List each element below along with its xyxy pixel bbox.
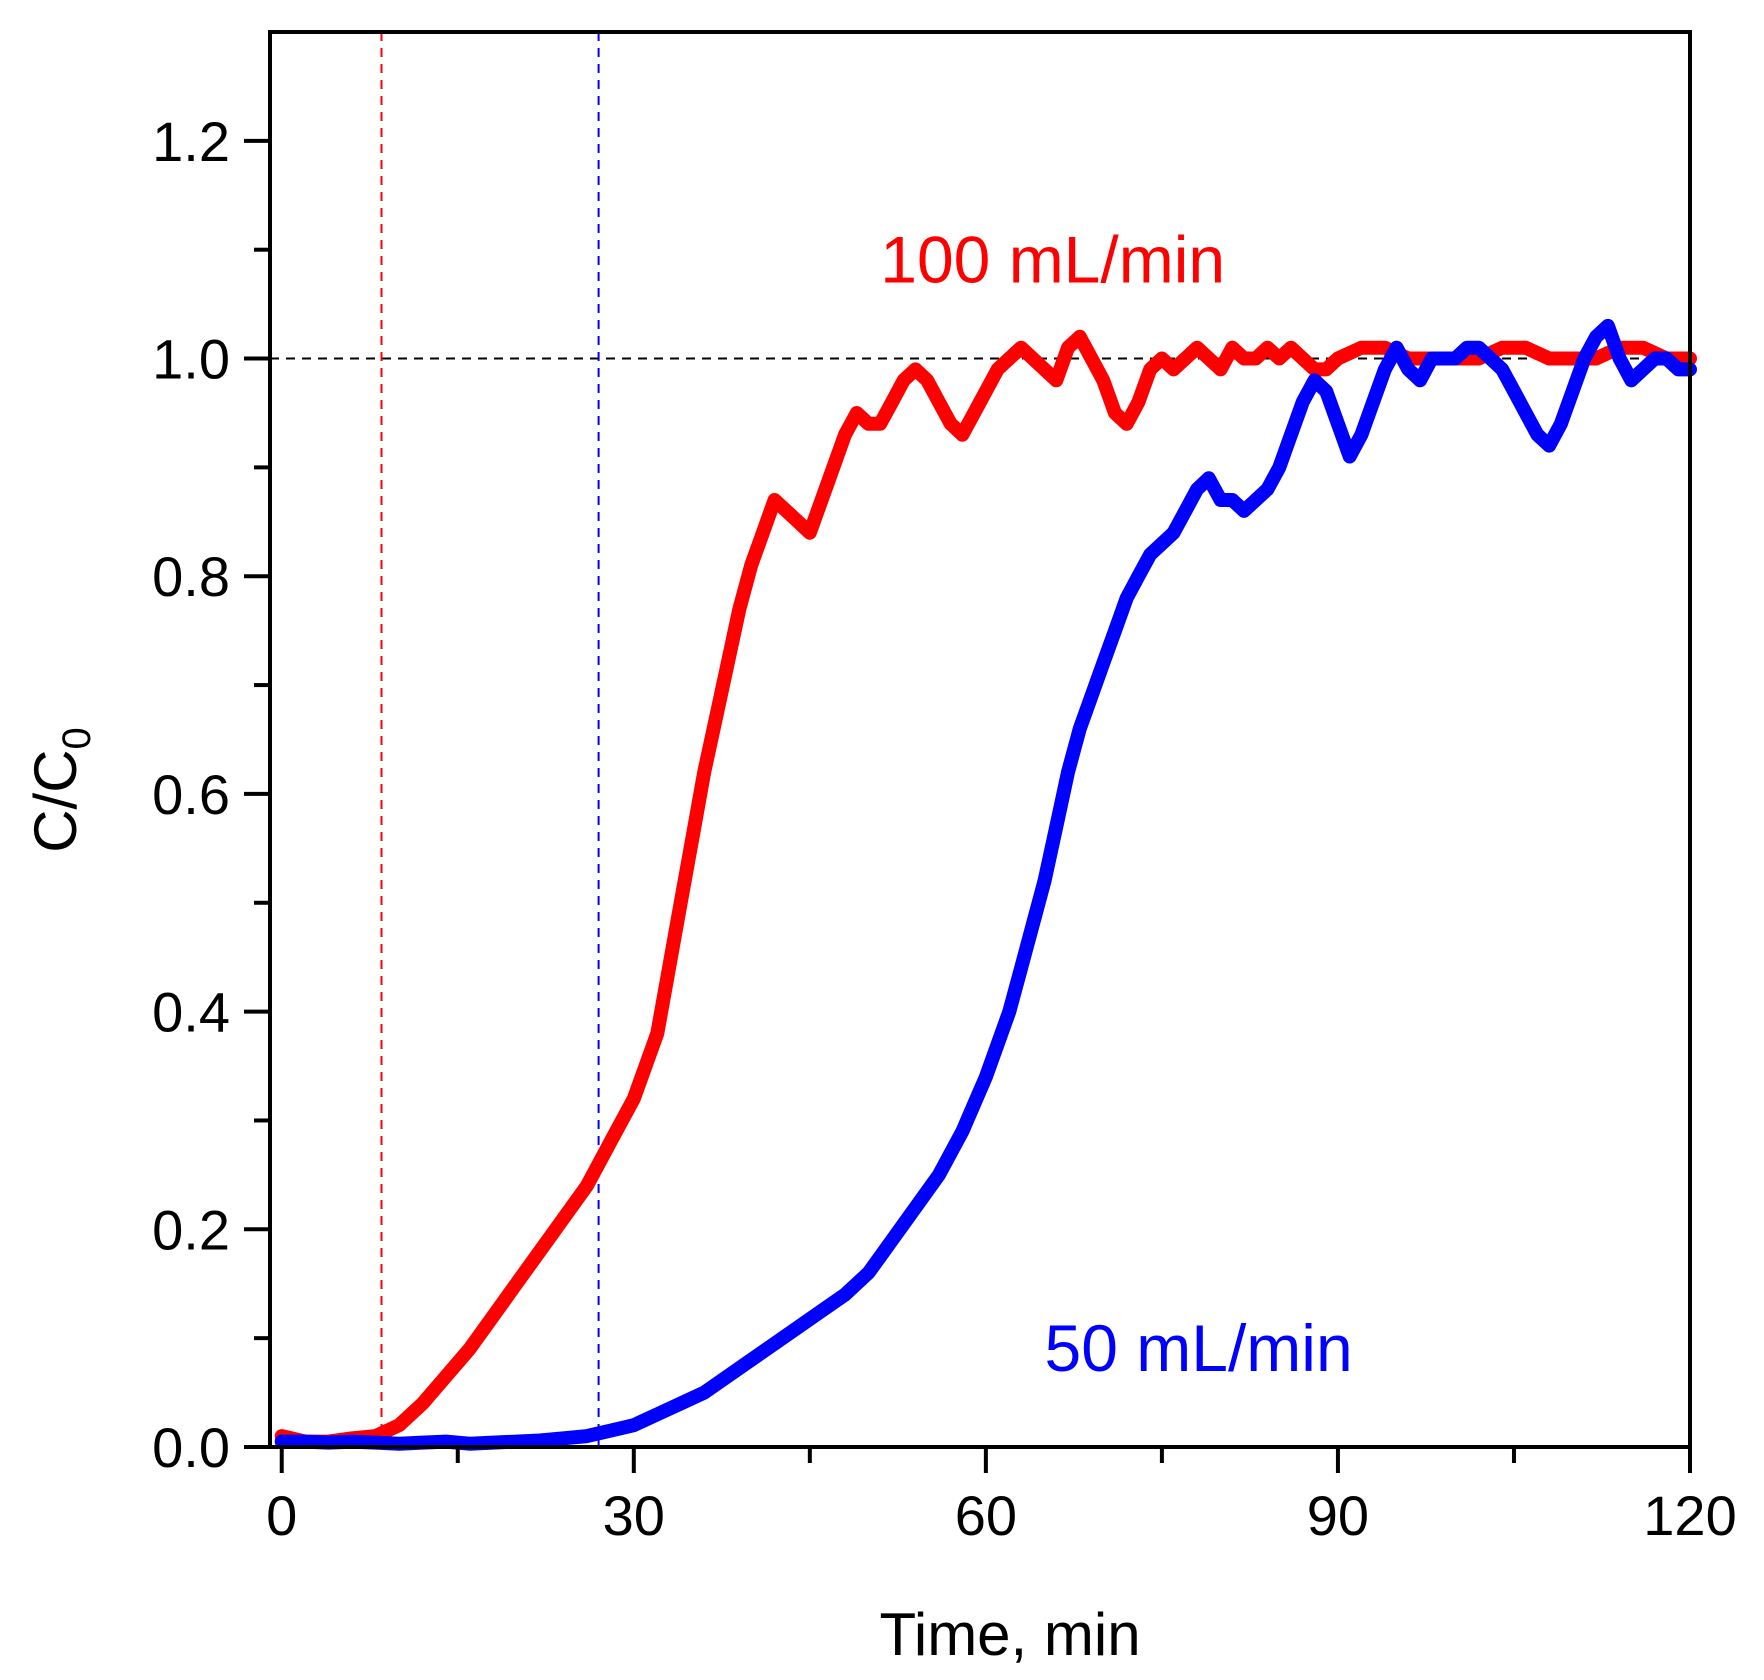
y-axis-title-subscript: 0 (55, 727, 99, 749)
y-tick-label: 1.0 (152, 328, 230, 391)
series-label-100-ml-min: 100 mL/min (880, 222, 1225, 296)
reference-lines (270, 32, 1690, 1447)
series-label-50-ml-min: 50 mL/min (1045, 1311, 1353, 1385)
series-line-1 (274, 318, 1697, 1451)
x-tick-label: 60 (955, 1484, 1017, 1547)
x-tick-label: 120 (1643, 1484, 1736, 1547)
y-tick-label: 0.2 (152, 1198, 230, 1261)
y-tick-label: 0.0 (152, 1416, 230, 1479)
y-axis-ticks: 0.0 0.2 0.4 0.6 0.8 1.0 1.2 (152, 110, 270, 1479)
y-axis-title-main: C/C (22, 749, 89, 852)
x-tick-label: 0 (266, 1484, 297, 1547)
y-tick-label: 0.6 (152, 763, 230, 826)
series-layer (274, 318, 1697, 1451)
x-tick-label: 90 (1307, 1484, 1369, 1547)
x-axis-ticks: 0 30 60 90 120 (266, 1447, 1737, 1547)
y-axis-title: C/C0 (22, 727, 99, 853)
plot-frame (268, 30, 1692, 1449)
y-tick-label: 1.2 (152, 110, 230, 173)
x-axis-title: Time, min (879, 1601, 1140, 1668)
y-tick-label: 0.4 (152, 981, 230, 1044)
series-line-0 (274, 329, 1697, 1449)
y-tick-label: 0.8 (152, 545, 230, 608)
x-tick-label: 30 (603, 1484, 665, 1547)
